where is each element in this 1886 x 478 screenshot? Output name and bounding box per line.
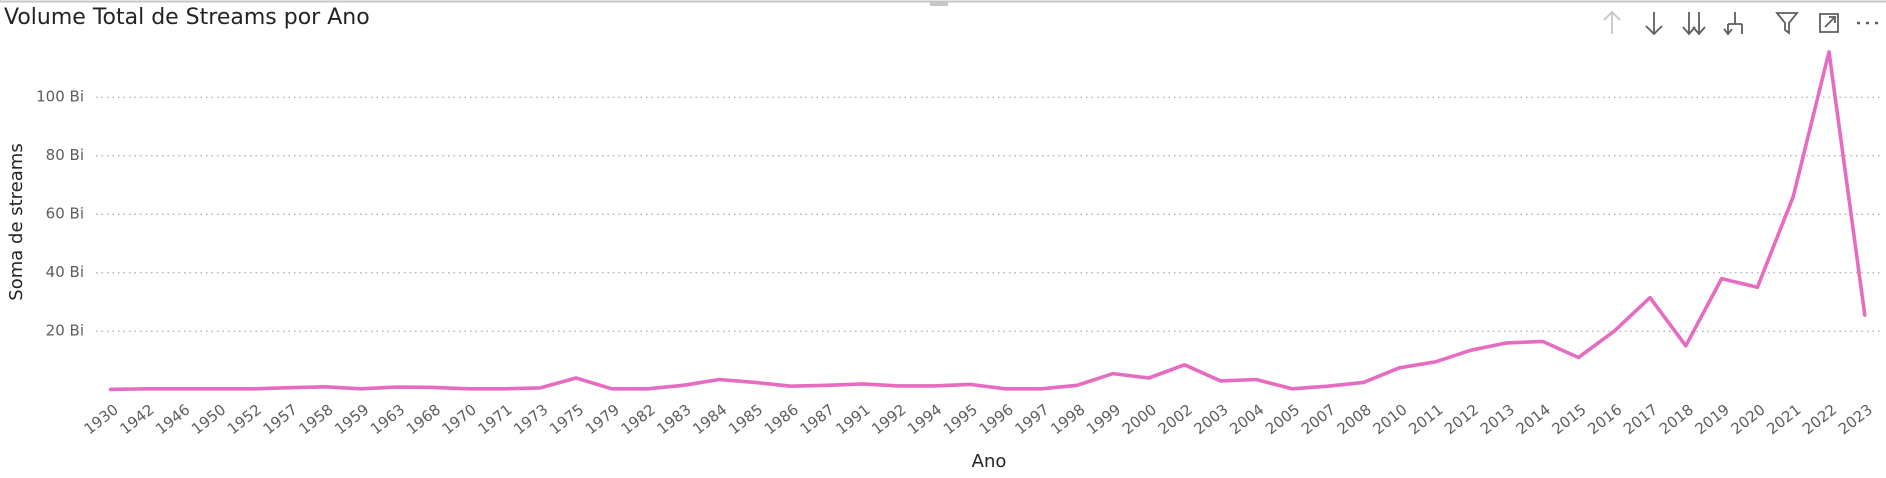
x-tick-label: 2016	[1584, 401, 1625, 439]
x-tick-label: 2013	[1477, 401, 1518, 439]
x-tick-label: 1970	[439, 401, 480, 439]
resize-handle[interactable]	[930, 2, 948, 6]
y-axis-title: Soma de streams	[6, 143, 27, 300]
x-tick-label: 1930	[81, 401, 122, 439]
x-tick-label: 1999	[1083, 401, 1124, 439]
x-tick-label: 1971	[474, 401, 515, 439]
x-tick-label: 2021	[1763, 401, 1804, 439]
x-tick-label: 2005	[1262, 401, 1303, 439]
y-tick-label: 80 Bi	[46, 146, 84, 164]
next-level-icon[interactable]	[1682, 12, 1706, 36]
x-tick-label: 2011	[1405, 401, 1446, 439]
y-tick-label: 100 Bi	[36, 88, 84, 106]
x-tick-label: 1975	[546, 401, 587, 439]
y-tick-label: 40 Bi	[46, 263, 84, 281]
x-tick-label: 1952	[224, 401, 265, 439]
filter-icon[interactable]	[1775, 12, 1799, 35]
x-tick-label: 2002	[1155, 401, 1196, 439]
x-tick-label: 1997	[1011, 401, 1052, 439]
x-tick-label: 2020	[1727, 401, 1768, 439]
x-tick-label: 1998	[1047, 401, 1088, 439]
x-tick-label: 1963	[367, 401, 408, 439]
toolbar	[1603, 10, 1878, 36]
x-tick-label: 1995	[940, 401, 981, 439]
x-tick-label: 2004	[1226, 401, 1267, 439]
focus-icon[interactable]	[1819, 13, 1839, 33]
x-tick-label: 2019	[1692, 401, 1733, 439]
x-tick-label: 2017	[1620, 401, 1661, 439]
x-tick-label: 1987	[797, 401, 838, 439]
x-tick-label: 1979	[582, 401, 623, 439]
x-tick-label: 1996	[976, 401, 1017, 439]
drill-down-icon[interactable]	[1645, 12, 1663, 36]
x-tick-label: 1983	[653, 401, 694, 439]
x-tick-label: 1985	[725, 401, 766, 439]
x-tick-label: 1984	[689, 401, 730, 439]
chart-title: Volume Total de Streams por Ano	[4, 5, 370, 30]
expand-icon[interactable]	[1723, 12, 1743, 36]
x-tick-label: 1982	[618, 401, 659, 439]
y-tick-label: 60 Bi	[46, 205, 84, 223]
x-tick-label: 1968	[403, 401, 444, 439]
x-tick-label: 1957	[260, 401, 301, 439]
x-tick-label: 2000	[1119, 401, 1160, 439]
x-tick-label: 2003	[1190, 401, 1231, 439]
x-tick-label: 2012	[1441, 401, 1482, 439]
x-tick-label: 1991	[832, 401, 873, 439]
x-tick-label: 1992	[868, 401, 909, 439]
x-tick-label: 1942	[116, 401, 157, 439]
x-tick-label: 1959	[331, 401, 372, 439]
x-tick-label: 2022	[1799, 401, 1840, 439]
x-tick-label: 1958	[295, 401, 336, 439]
x-tick-label: 2023	[1835, 401, 1876, 439]
x-tick-label: 2008	[1334, 401, 1375, 439]
x-tick-label: 1986	[761, 401, 802, 439]
data-line	[108, 50, 1867, 392]
y-tick-label: 20 Bi	[46, 322, 84, 340]
x-tick-label: 1950	[188, 401, 229, 439]
x-tick-label: 1973	[510, 401, 551, 439]
x-tick-label: 2018	[1656, 401, 1697, 439]
x-tick-label: 2010	[1369, 401, 1410, 439]
x-tick-label: 2014	[1513, 401, 1554, 439]
x-tick-label: 1994	[904, 401, 945, 439]
x-tick-label: 2007	[1298, 401, 1339, 439]
x-tick-label: 2015	[1548, 401, 1589, 439]
x-tick-label: 1946	[152, 401, 193, 439]
drill-up-icon[interactable]	[1603, 10, 1621, 34]
x-axis-title: Ano	[972, 451, 1007, 472]
